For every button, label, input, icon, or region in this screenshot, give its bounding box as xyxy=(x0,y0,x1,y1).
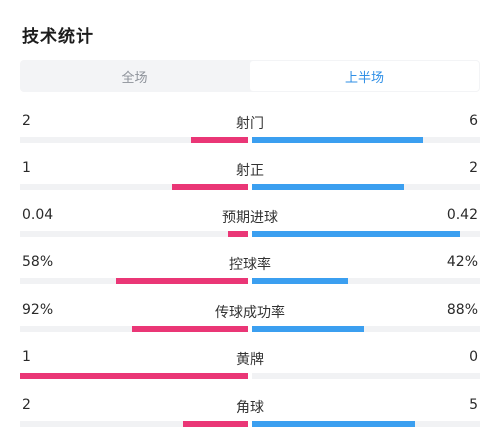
away-track xyxy=(252,137,480,143)
stat-label: 传球成功率 xyxy=(215,305,285,321)
away-value: 0 xyxy=(469,349,478,365)
away-track xyxy=(252,373,480,379)
away-value: 2 xyxy=(469,160,478,176)
stat-row-possession: 58% 控球率 42% xyxy=(20,254,480,284)
home-bar xyxy=(228,231,248,237)
home-value: 58% xyxy=(22,254,54,270)
away-value: 0.42 xyxy=(446,207,478,223)
away-track xyxy=(252,326,480,332)
away-bar xyxy=(252,231,461,237)
away-track xyxy=(252,231,480,237)
home-track xyxy=(20,326,248,332)
stat-label: 黄牌 xyxy=(236,352,264,368)
home-value: 2 xyxy=(22,113,31,129)
home-track xyxy=(20,137,248,143)
home-track xyxy=(20,373,248,379)
home-value: 0.04 xyxy=(22,207,54,223)
away-value: 88% xyxy=(446,302,478,318)
stat-row-yellow-cards: 1 黄牌 0 xyxy=(20,349,480,379)
stat-row-expected-goals: 0.04 预期进球 0.42 xyxy=(20,207,480,237)
stat-label: 预期进球 xyxy=(222,210,278,226)
away-bar xyxy=(252,137,423,143)
home-bar xyxy=(191,137,248,143)
stat-label: 射正 xyxy=(236,163,264,179)
tab-first-half[interactable]: 上半场 xyxy=(250,61,479,91)
away-bar xyxy=(252,326,364,332)
home-value: 1 xyxy=(22,160,31,176)
away-value: 6 xyxy=(469,113,478,129)
away-track xyxy=(252,278,480,284)
stat-row-corners: 2 角球 5 xyxy=(20,397,480,427)
stat-row-pass-accuracy: 92% 传球成功率 88% xyxy=(20,302,480,332)
stat-label: 角球 xyxy=(236,400,264,416)
away-value: 42% xyxy=(446,254,478,270)
stat-label: 射门 xyxy=(236,116,264,132)
away-track xyxy=(252,421,480,427)
period-tabs: 全场 上半场 xyxy=(20,60,480,92)
home-bar xyxy=(115,278,248,284)
home-track xyxy=(20,231,248,237)
tab-full-match[interactable]: 全场 xyxy=(121,70,148,86)
home-bar xyxy=(20,373,248,379)
away-value: 5 xyxy=(469,397,478,413)
stat-label: 控球率 xyxy=(229,257,271,273)
stat-row-shots: 2 射门 6 xyxy=(20,113,480,143)
home-value: 92% xyxy=(22,302,54,318)
away-track xyxy=(252,184,480,190)
home-value: 2 xyxy=(22,397,31,413)
home-bar xyxy=(172,184,248,190)
home-bar xyxy=(131,326,248,332)
away-bar xyxy=(252,278,348,284)
home-value: 1 xyxy=(22,349,31,365)
away-bar xyxy=(252,421,415,427)
home-track xyxy=(20,421,248,427)
home-bar xyxy=(182,421,248,427)
page-title: 技术统计 xyxy=(22,27,94,47)
home-track xyxy=(20,184,248,190)
away-bar xyxy=(252,184,405,190)
home-track xyxy=(20,278,248,284)
stat-row-shots-on-target: 1 射正 2 xyxy=(20,160,480,190)
